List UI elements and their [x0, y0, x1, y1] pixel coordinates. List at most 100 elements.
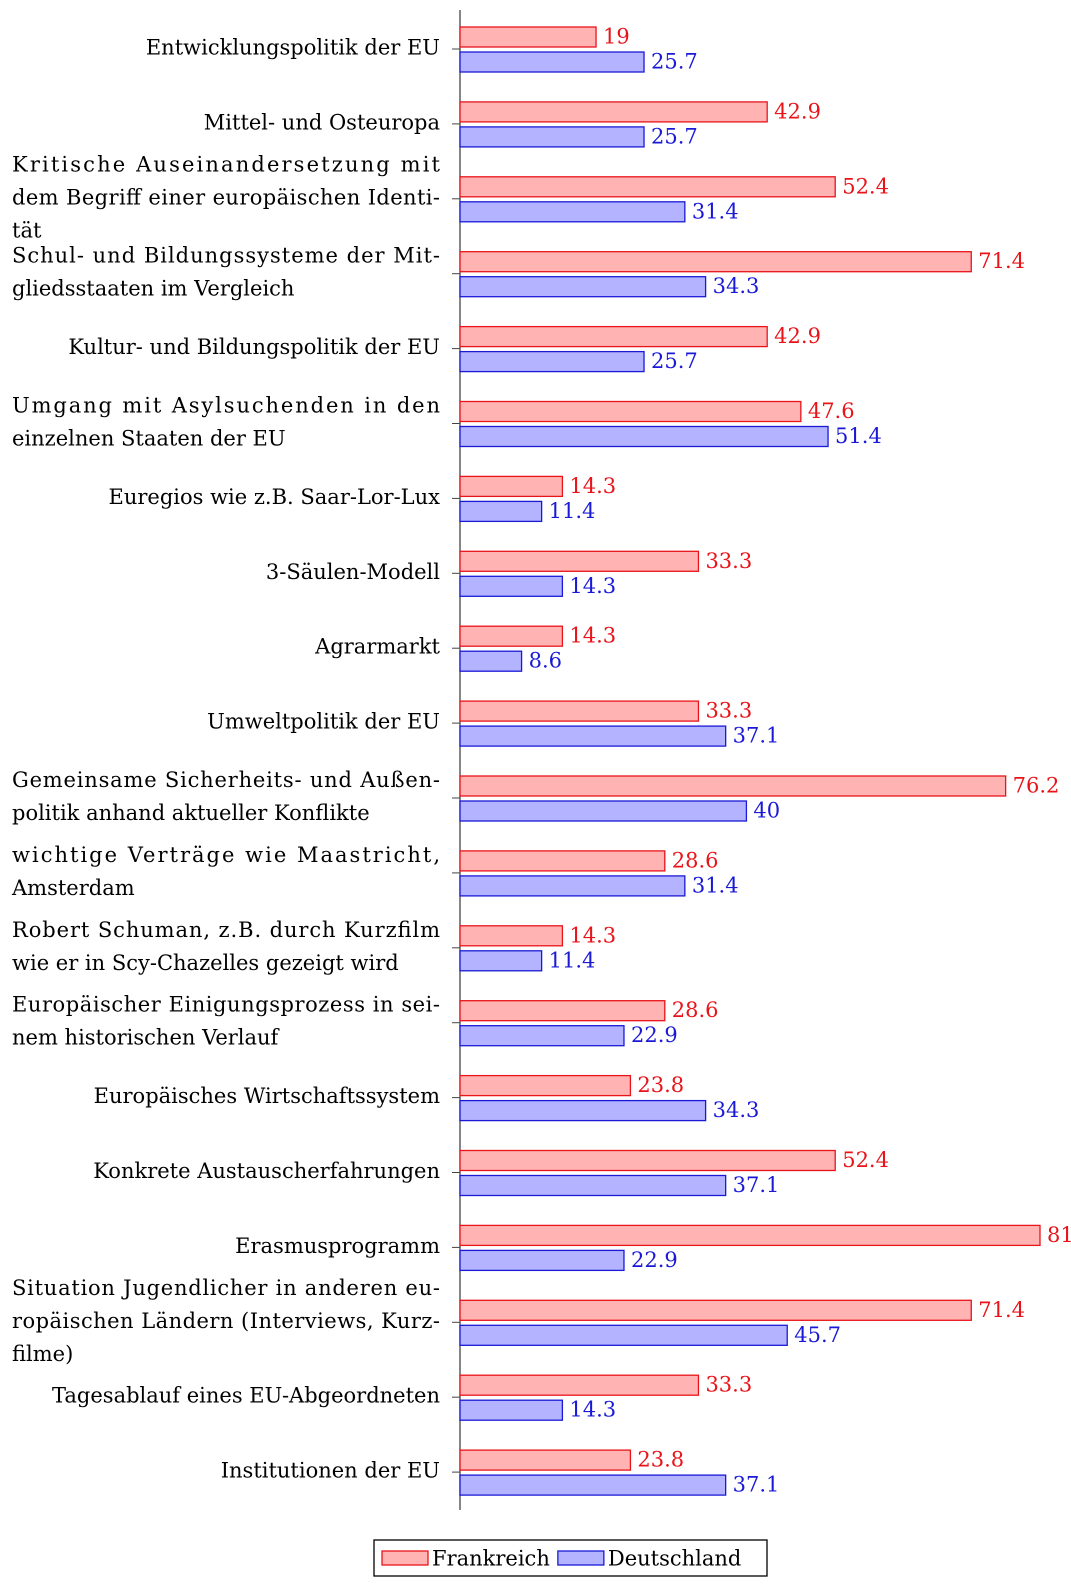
value-label: 22.9: [631, 1248, 678, 1272]
value-label: 71.4: [978, 1298, 1025, 1322]
legend-label: Frankreich: [432, 1547, 550, 1571]
category-label: Institutionen der EU: [221, 1459, 440, 1483]
bar: [459, 425, 829, 448]
category-label: einzelnen Staaten der EU: [12, 427, 286, 451]
value-label: 25.7: [651, 50, 698, 74]
bar: [459, 575, 564, 597]
legend-swatch: [381, 1550, 429, 1566]
category-label: wie er in Scy-Chazelles gezeigt wird: [12, 951, 399, 975]
category-label: Gemeinsame Sicherheits- und Außen-: [12, 768, 440, 792]
category-label: ropäischen Ländern (Interviews, Kurz-: [12, 1309, 440, 1333]
bar: [459, 550, 700, 572]
bar: [459, 1224, 1041, 1247]
value-label: 37.1: [733, 1473, 780, 1497]
bar: [459, 1299, 972, 1321]
value-label: 42.9: [774, 99, 821, 123]
category-label: Kultur- und Bildungspolitik der EU: [68, 335, 440, 359]
value-label: 28.6: [672, 998, 719, 1022]
bar: [459, 26, 597, 48]
category-label: Europäischer Einigungsprozess in sei-: [12, 993, 440, 1017]
bar: [459, 625, 564, 647]
category-label: Agrarmarkt: [314, 635, 440, 659]
value-label: 40: [753, 799, 780, 823]
bar: [459, 176, 836, 198]
category-label: Umweltpolitik der EU: [207, 710, 440, 734]
value-label: 37.1: [733, 1173, 780, 1197]
category-label: Robert Schuman, z.B. durch Kurzfilm: [12, 918, 440, 942]
value-label: 31.4: [692, 873, 739, 897]
value-label: 76.2: [1013, 774, 1060, 798]
bar: [459, 925, 564, 947]
bar: [459, 475, 564, 498]
value-label: 47.6: [808, 399, 855, 423]
value-label: 52.4: [842, 174, 889, 198]
value-label: 25.7: [651, 124, 698, 148]
category-label: politik anhand aktueller Konflikte: [12, 801, 370, 825]
bar: [459, 500, 543, 523]
value-label: 23.8: [637, 1448, 684, 1472]
legend-box: [373, 1539, 768, 1577]
value-label: 14.3: [569, 923, 616, 947]
category-label: filme): [12, 1342, 73, 1366]
bar: [459, 700, 700, 722]
value-label: 11.4: [549, 948, 596, 972]
bar: [459, 1449, 632, 1471]
value-label: 45.7: [794, 1323, 841, 1347]
bar: [459, 251, 972, 273]
value-label: 8.6: [529, 649, 562, 673]
value-label: 25.7: [651, 349, 698, 373]
category-label: Situation Jugendlicher in anderen eu-: [12, 1276, 440, 1300]
bar: [459, 1399, 564, 1421]
bar: [459, 1025, 625, 1047]
category-label: gliedsstaaten im Vergleich: [12, 277, 294, 301]
bar: [459, 325, 768, 348]
bar: [459, 1374, 700, 1396]
value-label: 81: [1047, 1223, 1071, 1247]
value-label: 22.9: [631, 1023, 678, 1047]
bar: [459, 1324, 788, 1346]
category-label: tät: [12, 218, 42, 242]
value-label: 34.3: [713, 274, 760, 298]
category-label: Tagesablauf eines EU-Abgeordneten: [52, 1384, 440, 1408]
bar: [459, 101, 768, 123]
bar: [459, 1074, 632, 1097]
value-label: 33.3: [705, 699, 752, 723]
value-label: 33.3: [705, 549, 752, 573]
category-label: Europäisches Wirtschaftssystem: [94, 1084, 440, 1108]
bar: [459, 276, 707, 298]
value-label: 23.8: [637, 1073, 684, 1097]
category-label: Mittel- und Osteuropa: [204, 110, 440, 134]
value-label: 11.4: [549, 499, 596, 523]
category-label: nem historischen Verlauf: [12, 1026, 281, 1050]
category-label: Euregios wie z.B. Saar-Lor-Lux: [109, 485, 441, 509]
bar: [459, 650, 523, 672]
category-label: Entwicklungspolitik der EU: [146, 36, 440, 60]
value-label: 52.4: [842, 1148, 889, 1172]
bar: [459, 1099, 707, 1122]
bar: [459, 1249, 625, 1272]
category-label: Konkrete Austauscherfahrungen: [93, 1159, 440, 1183]
category-label: 3-Säulen-Modell: [266, 560, 440, 584]
bar: [459, 350, 645, 373]
bar: [459, 400, 802, 423]
legend-swatch: [557, 1550, 605, 1566]
bar: [459, 950, 543, 972]
category-label: wichtige Verträge wie Maastricht,: [12, 843, 440, 867]
bar: [459, 126, 645, 148]
bar: [459, 201, 686, 223]
value-label: 37.1: [733, 724, 780, 748]
legend-label: Deutschland: [608, 1547, 742, 1571]
category-label: Umgang mit Asylsuchenden in den: [12, 394, 440, 418]
value-label: 34.3: [713, 1098, 760, 1122]
value-label: 14.3: [569, 624, 616, 648]
bar: [459, 1474, 727, 1496]
category-label: Kritische Auseinandersetzung mit: [12, 152, 441, 176]
value-label: 42.9: [774, 324, 821, 348]
bar: [459, 875, 686, 897]
value-label: 51.4: [835, 424, 882, 448]
value-label: 19: [603, 25, 630, 49]
bar: [459, 775, 1007, 797]
value-label: 71.4: [978, 249, 1025, 273]
value-label: 33.3: [705, 1373, 752, 1397]
